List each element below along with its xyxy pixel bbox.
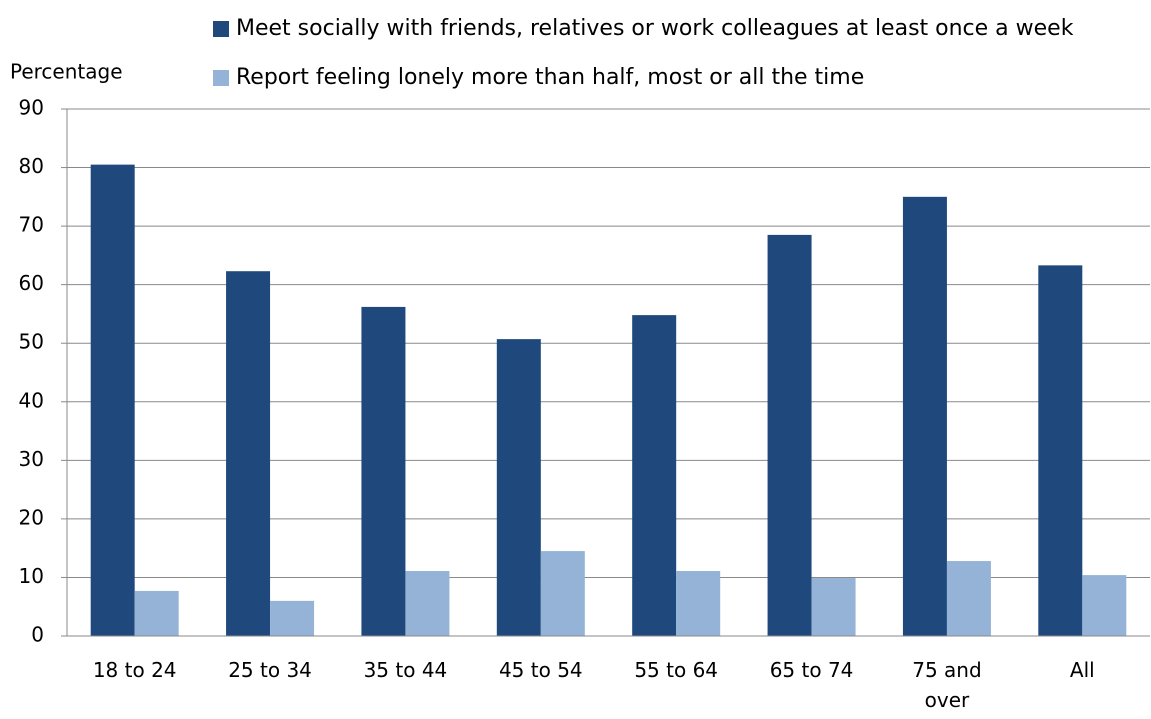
x-tick-label: 25 to 34 xyxy=(228,658,312,682)
bar xyxy=(405,571,450,636)
y-tick-label: 10 xyxy=(19,564,44,588)
x-tick-label: 65 to 74 xyxy=(769,658,854,682)
x-tick-label: 75 and over xyxy=(912,658,982,712)
y-tick-label: 70 xyxy=(19,213,44,237)
y-tick-label: 50 xyxy=(19,330,44,354)
bar xyxy=(1082,575,1127,636)
bar xyxy=(1038,265,1083,636)
y-tick-label: 80 xyxy=(19,154,44,178)
x-tick-label-box: All xyxy=(1069,658,1095,682)
bar xyxy=(540,551,585,636)
legend-swatch xyxy=(213,21,229,37)
y-tick-label: 40 xyxy=(19,388,44,412)
y-tick-label: 0 xyxy=(31,623,44,647)
x-tick-label-box: 75 and over xyxy=(912,658,982,712)
x-tick-label-box: 45 to 54 xyxy=(498,658,583,682)
x-tick-label: 55 to 64 xyxy=(634,658,719,682)
y-tick-label: 30 xyxy=(19,447,44,471)
bar xyxy=(632,315,677,636)
y-axis-label: Percentage xyxy=(10,60,123,84)
x-tick-label: 45 to 54 xyxy=(498,658,583,682)
legend-swatch xyxy=(213,70,229,86)
bar xyxy=(270,600,315,636)
bar xyxy=(902,196,947,637)
legend-label: Report feeling lonely more than half, mo… xyxy=(236,65,864,90)
x-tick-label-box: 65 to 74 xyxy=(769,658,854,682)
bar xyxy=(767,234,812,636)
x-tick-label: 35 to 44 xyxy=(363,658,448,682)
bar xyxy=(676,571,721,636)
x-tick-label: 18 to 24 xyxy=(92,658,177,682)
bar xyxy=(226,271,271,636)
bar xyxy=(90,164,135,636)
x-tick-label-box: 18 to 24 xyxy=(92,658,177,682)
x-tick-label-box: 25 to 34 xyxy=(228,658,312,682)
x-tick-label: All xyxy=(1069,658,1095,682)
bar xyxy=(134,590,179,636)
x-tick-label-box: 35 to 44 xyxy=(363,658,448,682)
y-tick-label: 60 xyxy=(19,271,44,295)
legend-label: Meet socially with friends, relatives or… xyxy=(236,16,1074,41)
bar xyxy=(496,339,541,636)
bar xyxy=(361,306,406,636)
bar xyxy=(811,578,856,636)
y-tick-label: 20 xyxy=(19,505,44,529)
x-tick-label-box: 55 to 64 xyxy=(634,658,719,682)
y-tick-label: 90 xyxy=(19,96,44,120)
bar xyxy=(946,561,991,636)
